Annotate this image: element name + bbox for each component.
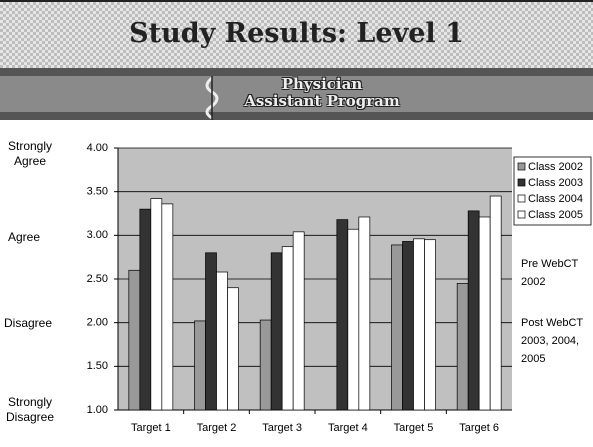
- legend-box: [513, 156, 592, 226]
- y-tick-label: 1.50: [87, 360, 108, 372]
- x-tick-label: Target 2: [197, 422, 237, 434]
- bar: [216, 271, 228, 411]
- bar: [227, 287, 239, 411]
- y-tick-label: 2.50: [87, 273, 108, 285]
- legend-swatch: [517, 210, 526, 219]
- legend-swatch: [517, 194, 526, 203]
- y-tick-label: 1.00: [87, 404, 108, 416]
- bar: [467, 210, 480, 411]
- logo-line: Assistant Program: [244, 92, 400, 110]
- bar: [424, 239, 436, 411]
- logo-text: Physician Assistant Program: [222, 76, 422, 110]
- bar: [456, 283, 469, 411]
- legend-swatch: [517, 178, 526, 187]
- bar: [402, 241, 414, 411]
- legend-swatch: [517, 162, 526, 171]
- bar: [347, 228, 360, 411]
- bar: [194, 320, 206, 411]
- bar: [391, 244, 403, 411]
- y-tick-label: 4.00: [87, 142, 108, 154]
- bar: [281, 246, 294, 411]
- y-annotation: Strongly Disagree: [5, 395, 55, 424]
- bar: [139, 208, 152, 411]
- bar: [161, 203, 174, 411]
- y-annotation: Agree: [8, 230, 41, 244]
- bar: [336, 219, 349, 411]
- x-tick-label: Target 6: [459, 422, 499, 434]
- bar: [478, 216, 491, 411]
- right-annotation: Pre WebCT 2002: [521, 258, 579, 288]
- bar: [150, 198, 163, 411]
- legend-label: Class 2004: [528, 193, 583, 205]
- slide-title: Study Results: Level 1: [129, 18, 464, 49]
- bar: [259, 319, 272, 411]
- x-tick-label: Target 1: [131, 422, 171, 434]
- legend-label: Class 2005: [528, 209, 583, 221]
- bar: [292, 231, 305, 411]
- logo-band: [0, 68, 593, 120]
- title-banner: [0, 0, 593, 68]
- y-annotation: Strongly Agree: [7, 139, 53, 168]
- bar: [489, 195, 502, 411]
- x-tick-label: Target 4: [328, 422, 368, 434]
- y-tick-label: 2.00: [87, 317, 108, 329]
- x-tick-label: Target 3: [262, 422, 302, 434]
- legend-label: Class 2003: [528, 177, 583, 189]
- y-annotation: Disagree: [4, 316, 53, 330]
- legend-label: Class 2002: [528, 161, 583, 173]
- y-tick-label: 3.50: [87, 186, 108, 198]
- bar: [205, 252, 217, 411]
- bar: [358, 216, 371, 411]
- y-tick-label: 3.00: [87, 229, 108, 241]
- logo-line: Physician: [281, 75, 363, 93]
- right-annotation: Post WebCT 2003, 2004, 2005: [521, 317, 583, 365]
- x-tick-label: Target 5: [394, 422, 434, 434]
- bar: [270, 252, 283, 411]
- caduceus-icon: [205, 76, 219, 120]
- bar: [128, 269, 141, 411]
- bar: [413, 238, 425, 411]
